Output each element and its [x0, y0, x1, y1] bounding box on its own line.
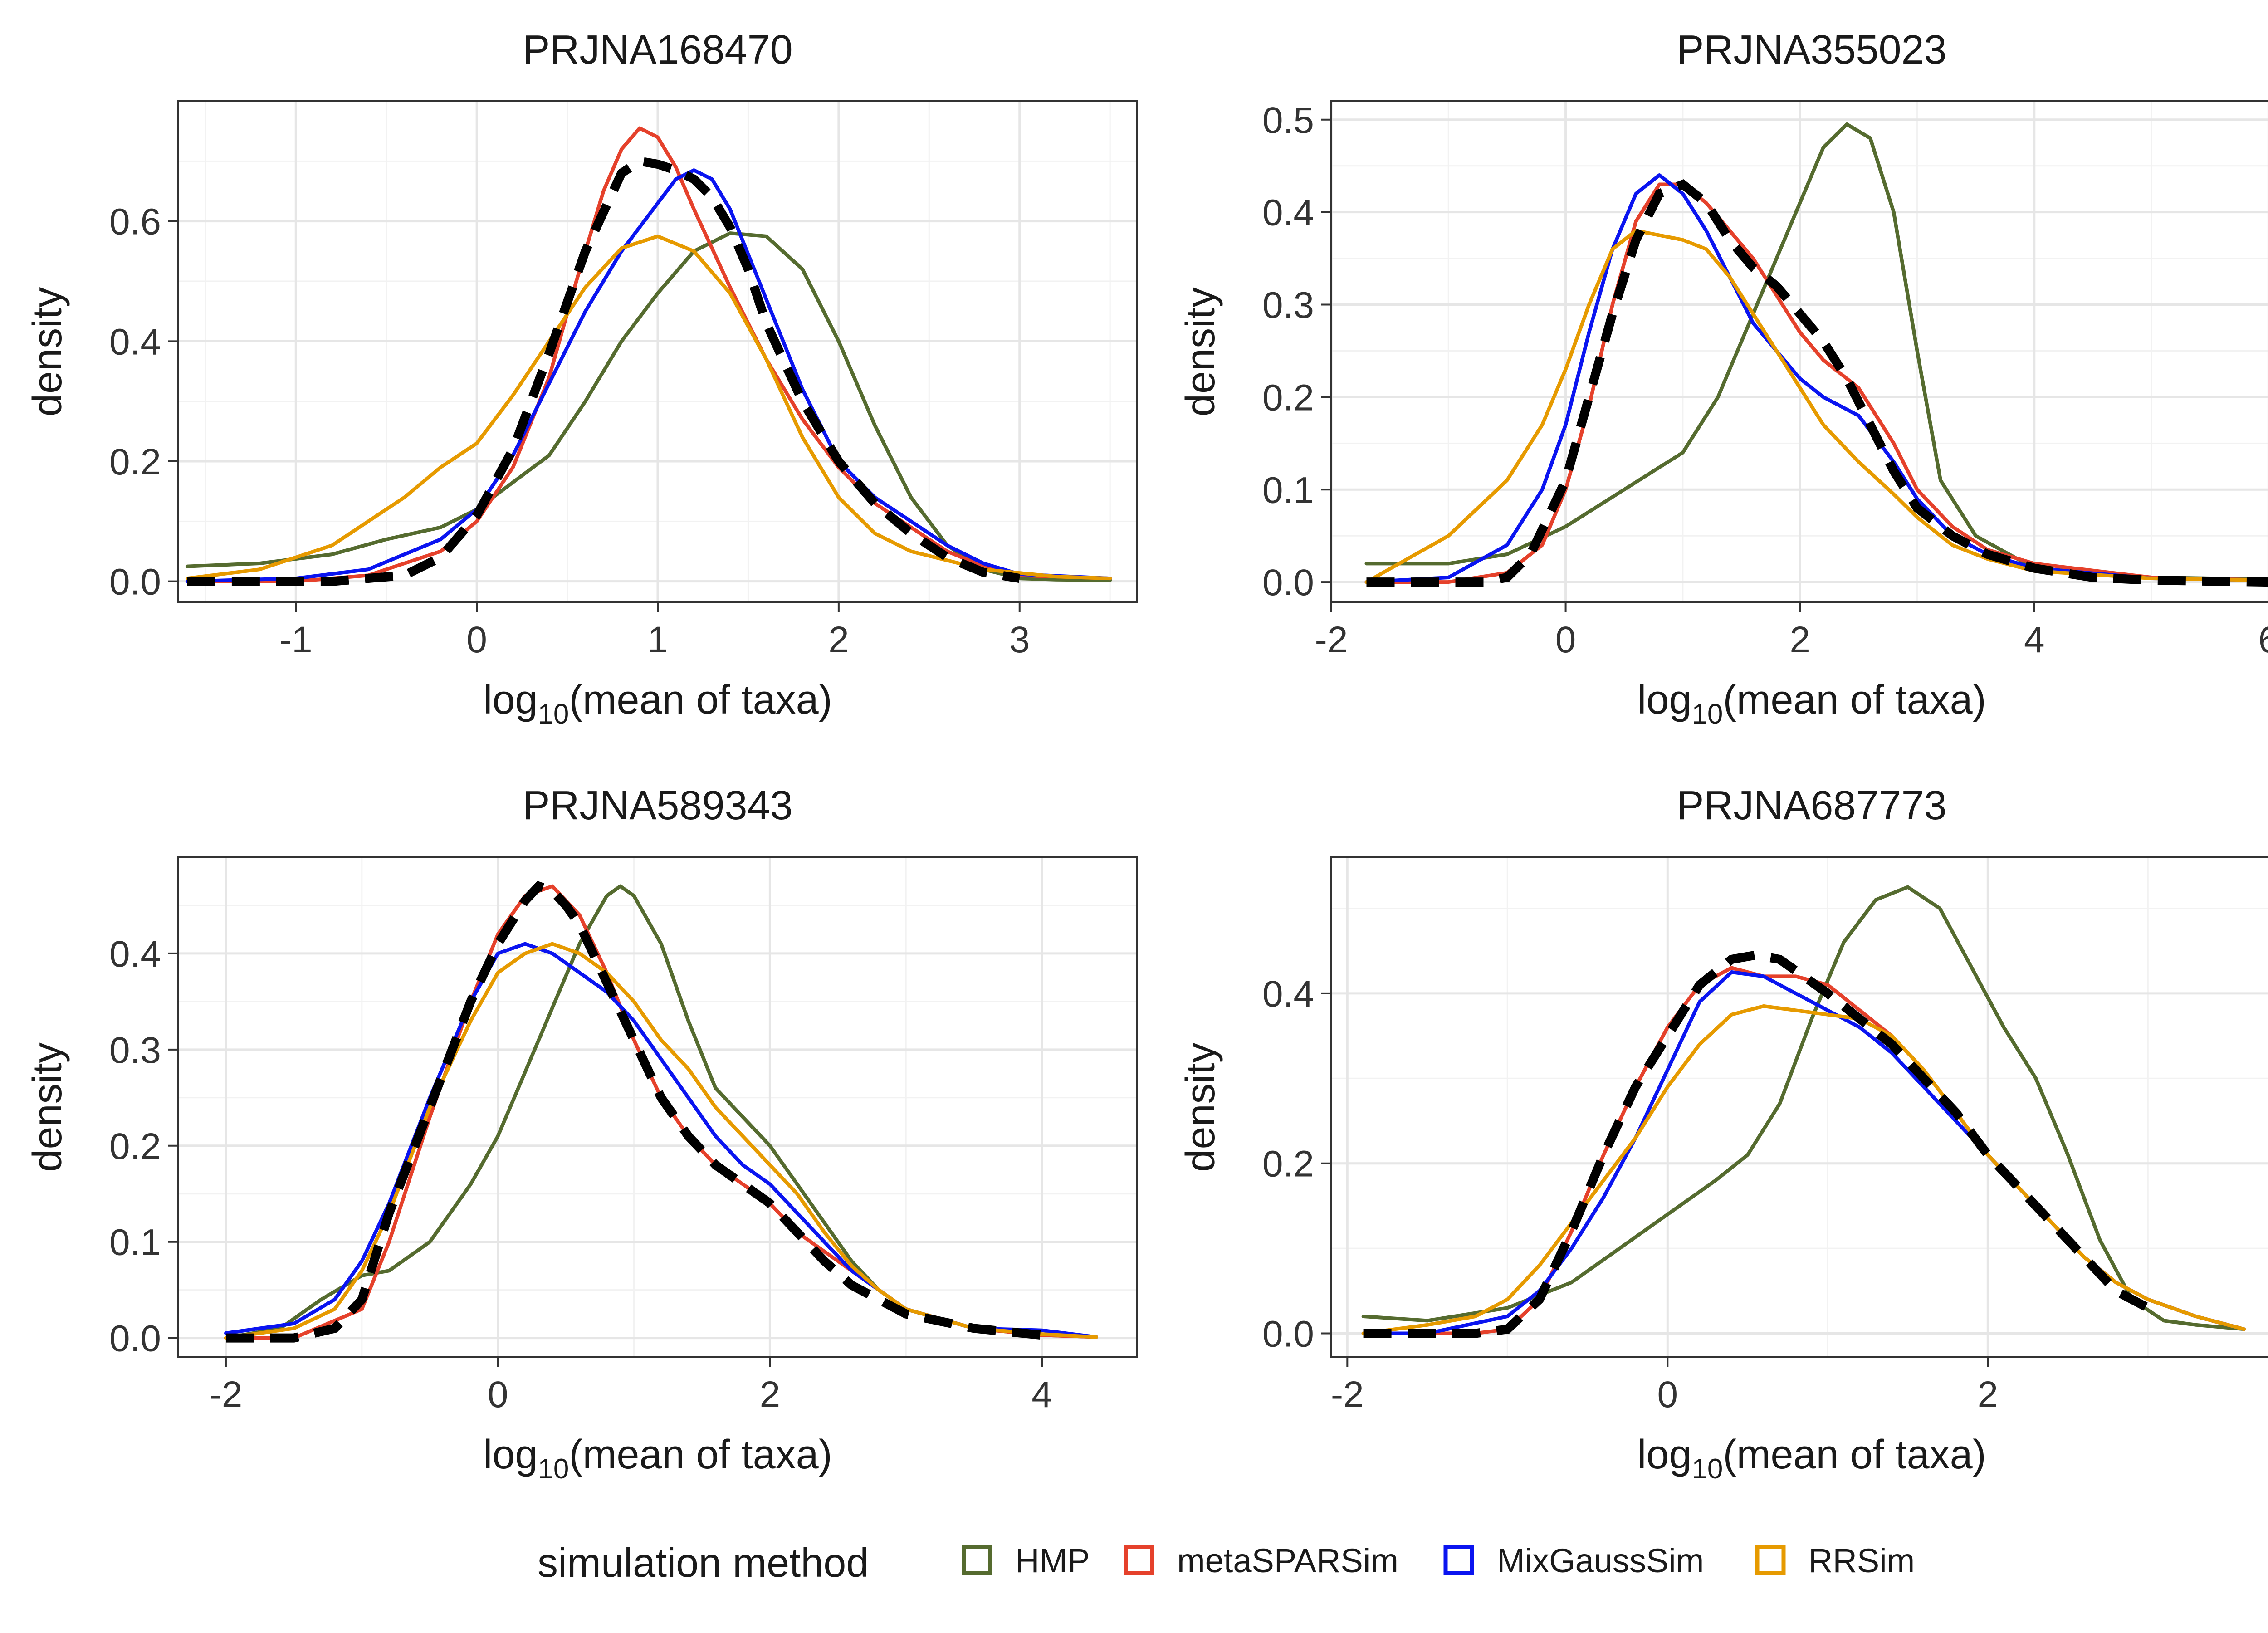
y-tick-label: 0.4	[109, 934, 161, 975]
series-line-rrsim	[224, 942, 1098, 1340]
legend-item-metasparsim: metaSPARSim	[1124, 1542, 1398, 1579]
panel-title: PRJNA168470	[523, 27, 792, 73]
series-line-hmp	[1361, 885, 2246, 1331]
reference-dashed-line	[226, 881, 1043, 1343]
x-tick-label: 3	[1009, 619, 1030, 660]
x-tick-label: 4	[2024, 619, 2045, 660]
x-tick-label: 2	[1789, 619, 1810, 660]
y-tick-label: 0.0	[1262, 1314, 1314, 1355]
y-tick-label: 0.2	[1262, 377, 1314, 418]
legend-title: simulation method	[538, 1540, 869, 1586]
panel-prjna589343: -2 0 2 4 0.0 0.1 0.2 0.3 0.4 PRJNA589343 log10(mea…	[25, 783, 1138, 1485]
y-axis-label: density	[25, 1042, 70, 1172]
x-axis-label: log10(mean of taxa)	[483, 1432, 832, 1485]
x-tick-label: 2	[1977, 1374, 1998, 1415]
legend-key	[962, 1545, 992, 1575]
series-line-rrsim	[1364, 229, 2268, 584]
axes: -2 0 2 0.0 0.2 0.4	[1262, 973, 1998, 1415]
x-tick-label: -1	[279, 619, 313, 660]
legend-key	[1124, 1545, 1154, 1575]
legend-item-rrsim: RRSim	[1755, 1542, 1915, 1579]
panel-title: PRJNA355023	[1677, 27, 1946, 73]
y-tick-label: 0.4	[1262, 192, 1314, 234]
x-tick-label: 6	[2258, 619, 2268, 660]
y-tick-label: 0.3	[109, 1030, 161, 1071]
x-tick-label: 0	[466, 619, 487, 660]
plot-frame	[1330, 100, 2268, 603]
legend-key	[1443, 1545, 1474, 1575]
y-tick-label: 0.6	[109, 201, 161, 243]
grid	[1331, 857, 2268, 1357]
panel-title: PRJNA687773	[1677, 783, 1946, 828]
y-tick-label: 0.4	[109, 321, 161, 362]
x-tick-label: -2	[1315, 619, 1348, 660]
y-tick-label: 0.2	[109, 441, 161, 483]
series-line-rrsim	[185, 234, 1112, 581]
y-tick-label: 0.2	[1262, 1144, 1314, 1185]
x-tick-label: -2	[1331, 1374, 1364, 1415]
panel-prjna687773: -2 0 2 0.0 0.2 0.4 PRJNA687773 log10(mean of ta…	[1178, 783, 2268, 1485]
legend-key	[1755, 1545, 1786, 1575]
legend-item-mixgausssim: MixGaussSim	[1443, 1542, 1704, 1579]
axes: -2 0 2 4 6 0.0 0.1 0.2 0.3 0.4 0.5	[1262, 100, 2268, 660]
x-tick-label: 2	[828, 619, 849, 660]
series-line-rrsim	[1361, 1004, 2246, 1335]
curves	[185, 126, 1112, 586]
y-tick-label: 0.0	[109, 1318, 161, 1359]
x-tick-label: 1	[647, 619, 668, 660]
legend-item-hmp: HMP	[962, 1542, 1090, 1579]
series-line-metasparsim	[185, 126, 1112, 583]
y-tick-label: 0.4	[1262, 973, 1314, 1015]
legend: simulation method HMP metaSPARSim MixGauss…	[538, 1540, 1915, 1586]
curves	[1364, 122, 2268, 587]
legend-label: HMP	[1015, 1542, 1090, 1579]
plot-frame	[1330, 856, 2268, 1358]
panel-title: PRJNA589343	[523, 783, 792, 828]
panel-prjna355023: -2 0 2 4 6 0.0 0.1 0.2 0.3 0.4 0.5 PRJNA355023 log10…	[1178, 27, 2268, 730]
x-axis-label: log10(mean of taxa)	[1637, 1432, 1986, 1485]
y-tick-label: 0.0	[109, 562, 161, 603]
y-axis-label: density	[25, 287, 70, 416]
plot-frame	[177, 856, 1138, 1358]
y-tick-label: 0.3	[1262, 285, 1314, 326]
x-tick-label: 0	[1555, 619, 1576, 660]
y-tick-label: 0.1	[109, 1222, 161, 1263]
series-line-hmp	[1364, 122, 2268, 581]
x-tick-label: -2	[209, 1374, 242, 1415]
axes: -1 0 1 2 3 0.0 0.2 0.4 0.6	[109, 201, 1030, 660]
legend-label: RRSim	[1809, 1542, 1915, 1579]
reference-dashed-line	[1366, 179, 2268, 587]
x-tick-label: 4	[1031, 1374, 1052, 1415]
y-tick-label: 0.2	[109, 1126, 161, 1167]
curves	[224, 881, 1098, 1343]
series-line-mixgausssim	[185, 168, 1112, 583]
y-tick-label: 0.0	[1262, 562, 1314, 603]
panel-prjna168470: -1 0 1 2 3 0.0 0.2 0.4 0.6 PRJNA168470 log10(mean …	[25, 27, 1138, 730]
y-axis-label: density	[1178, 1042, 1223, 1172]
curves	[1361, 885, 2246, 1338]
y-tick-label: 0.1	[1262, 469, 1314, 511]
y-axis-label: density	[1178, 287, 1223, 416]
y-tick-label: 0.5	[1262, 100, 1314, 141]
legend-label: MixGaussSim	[1497, 1542, 1704, 1579]
reference-dashed-line	[1363, 950, 2150, 1338]
x-tick-label: 0	[488, 1374, 508, 1415]
legend-label: metaSPARSim	[1177, 1542, 1398, 1579]
x-tick-label: 2	[760, 1374, 781, 1415]
x-axis-label: log10(mean of taxa)	[483, 677, 832, 730]
x-axis-label: log10(mean of taxa)	[1637, 677, 1986, 730]
axes: -2 0 2 4 0.0 0.1 0.2 0.3 0.4	[109, 934, 1052, 1415]
x-tick-label: 0	[1657, 1374, 1678, 1415]
